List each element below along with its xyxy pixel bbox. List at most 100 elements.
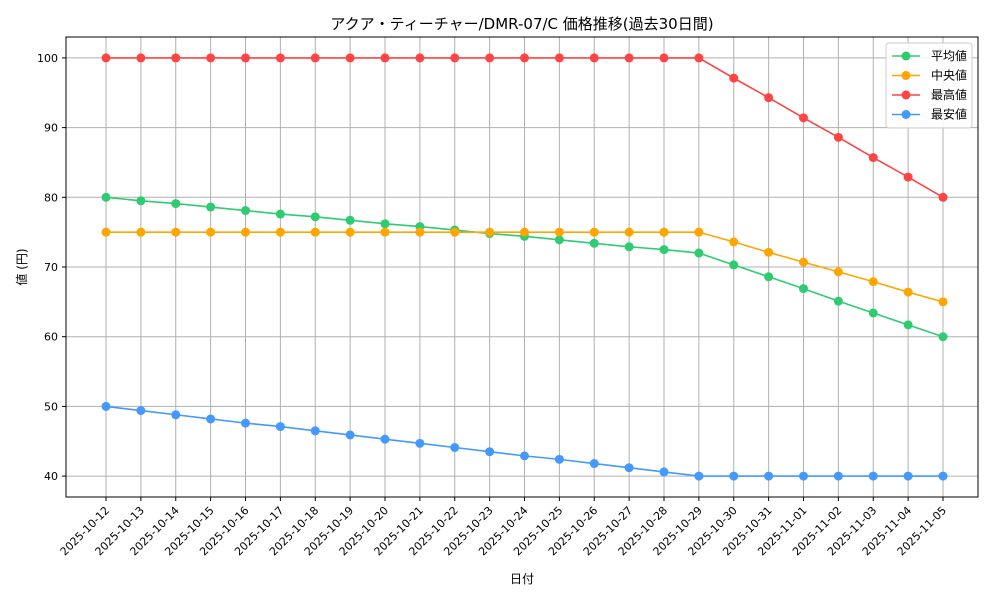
legend-label: 中央値 <box>931 68 967 83</box>
data-point <box>729 73 739 83</box>
y-tick-label: 70 <box>44 261 58 274</box>
data-point <box>903 471 913 481</box>
data-point <box>101 53 111 63</box>
data-point <box>450 227 460 237</box>
data-point <box>275 209 285 219</box>
data-point <box>345 227 355 237</box>
data-point <box>764 471 774 481</box>
data-point <box>694 248 704 258</box>
data-point <box>729 260 739 270</box>
data-point <box>345 215 355 225</box>
data-point <box>833 471 843 481</box>
data-point <box>171 410 181 420</box>
data-point <box>659 245 669 255</box>
data-point <box>868 153 878 163</box>
series-group <box>101 53 948 481</box>
data-point <box>799 113 808 123</box>
data-point <box>833 296 843 306</box>
data-point <box>868 277 878 287</box>
data-point <box>764 93 774 103</box>
data-point <box>659 53 669 63</box>
data-point <box>101 227 111 237</box>
data-point <box>136 196 146 206</box>
data-point <box>206 202 216 212</box>
data-point <box>171 227 181 237</box>
data-point <box>520 451 529 461</box>
data-point <box>624 53 634 63</box>
data-point <box>624 227 634 237</box>
data-point <box>101 192 111 202</box>
data-point <box>136 406 146 416</box>
data-point <box>241 418 250 428</box>
data-point <box>380 219 390 229</box>
data-point <box>275 53 285 63</box>
data-point <box>833 267 843 277</box>
data-point <box>554 227 564 237</box>
series-最高値 <box>101 53 948 202</box>
data-point <box>310 212 320 222</box>
data-point <box>485 227 495 237</box>
data-point <box>415 227 425 237</box>
y-tick-label: 50 <box>44 400 58 413</box>
legend-label: 平均値 <box>931 48 967 63</box>
legend-label: 最安値 <box>931 107 967 122</box>
data-point <box>275 422 285 432</box>
data-point <box>729 237 739 247</box>
series-最安値 <box>101 401 948 481</box>
data-point <box>241 206 250 216</box>
data-point <box>345 430 355 440</box>
data-point <box>275 227 285 237</box>
data-point <box>101 401 111 411</box>
y-tick-label: 60 <box>44 331 58 344</box>
data-point <box>799 257 808 267</box>
x-axis: 2025-10-122025-10-132025-10-142025-10-15… <box>58 497 949 558</box>
data-point <box>903 287 913 297</box>
data-point <box>903 172 913 182</box>
data-point <box>380 434 390 444</box>
data-point <box>694 471 704 481</box>
data-point <box>206 414 216 424</box>
data-point <box>136 53 146 63</box>
data-point <box>554 235 564 245</box>
data-point <box>624 463 634 473</box>
data-point <box>310 426 320 436</box>
series-中央値 <box>101 227 948 307</box>
data-point <box>938 297 948 307</box>
data-point <box>694 53 704 63</box>
data-point <box>868 471 878 481</box>
data-point <box>729 471 739 481</box>
grid <box>66 37 978 497</box>
data-point <box>589 227 599 237</box>
data-point <box>938 471 948 481</box>
data-point <box>589 53 599 63</box>
data-point <box>415 53 425 63</box>
data-point <box>485 447 495 457</box>
y-tick-label: 80 <box>44 191 58 204</box>
y-tick-label: 90 <box>44 122 58 135</box>
data-point <box>554 454 564 464</box>
legend-marker <box>901 90 911 100</box>
legend-marker <box>901 51 911 61</box>
data-point <box>345 53 355 63</box>
data-point <box>799 471 808 481</box>
data-point <box>450 53 460 63</box>
data-point <box>764 247 774 257</box>
legend-marker <box>901 71 911 80</box>
data-point <box>624 242 634 252</box>
data-point <box>485 53 495 63</box>
data-point <box>206 227 216 237</box>
data-point <box>799 284 808 294</box>
legend-frame <box>885 42 973 129</box>
data-point <box>310 53 320 63</box>
data-point <box>241 53 250 63</box>
data-point <box>450 443 460 453</box>
data-point <box>415 438 425 448</box>
data-point <box>310 227 320 237</box>
data-point <box>833 132 843 142</box>
data-point <box>241 227 250 237</box>
data-point <box>659 227 669 237</box>
y-tick-label: 100 <box>37 52 58 65</box>
data-point <box>554 53 564 63</box>
